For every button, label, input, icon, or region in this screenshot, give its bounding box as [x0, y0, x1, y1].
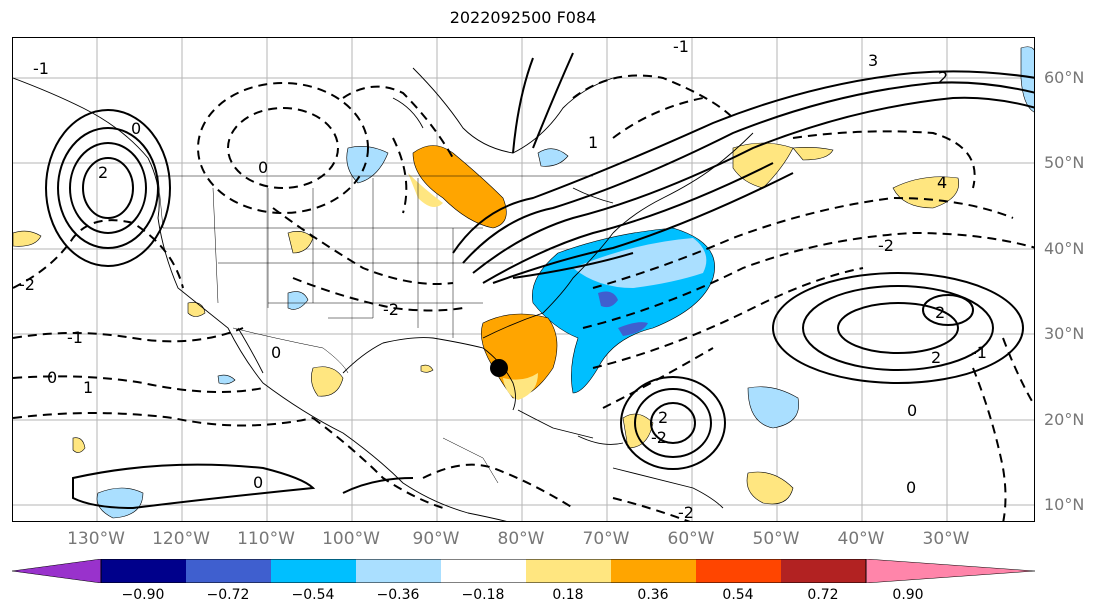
colorbar-tick-label: 0.72 [807, 587, 839, 603]
map-title: 2022092500 F084 [449, 8, 597, 27]
contour-label: 2 [98, 163, 108, 182]
colorbar-tick-label: −0.36 [376, 587, 420, 603]
graticule [13, 38, 1034, 521]
colorbar-segment [101, 559, 186, 583]
lon-label-90w: 90°W [412, 529, 460, 549]
colorbar-segment [271, 559, 356, 583]
lon-label-120w: 120°W [152, 529, 210, 549]
lon-label-110w: 110°W [237, 529, 295, 549]
contour-label: 2 [938, 68, 948, 87]
colorbar-tick-label: −0.90 [121, 587, 165, 603]
contour-label: 0 [271, 343, 281, 362]
contour-label: 0 [907, 401, 917, 420]
contour-label: -2 [878, 236, 894, 255]
contour-label: 2 [658, 408, 668, 427]
contour-label: 3 [868, 51, 878, 70]
map-panel: 2 0 -2 -1 1 3 4 -2 -2 2 0 0 -1 2 0 -2 2 … [12, 37, 1035, 522]
colorbar-tick-label: 0.90 [892, 587, 924, 603]
colorbar-segment [441, 559, 526, 583]
shaded-fields [13, 46, 1034, 519]
lon-label-40w: 40°W [837, 529, 885, 549]
lat-label-50n: 50°N [1044, 153, 1085, 172]
colorbar-segment [526, 559, 611, 583]
lon-label-70w: 70°W [582, 529, 630, 549]
colorbar-segment [696, 559, 781, 583]
contour-label: -1 [673, 38, 689, 56]
contour-label: -1 [33, 59, 49, 78]
contour-label: -2 [678, 503, 694, 522]
contour-label: -2 [651, 428, 667, 447]
contour-label: -1 [971, 343, 987, 362]
lon-label-130w: 130°W [67, 529, 125, 549]
contour-label: 1 [83, 378, 93, 397]
map-canvas: 2 0 -2 -1 1 3 4 -2 -2 2 0 0 -1 2 0 -2 2 … [13, 38, 1034, 522]
storm-position-marker [490, 359, 508, 377]
colorbar-segment [12, 559, 102, 583]
lon-label-100w: 100°W [322, 529, 380, 549]
contour-label: 0 [253, 473, 263, 492]
colorbar-tick-label: 0.18 [552, 587, 584, 603]
lon-label-60w: 60°W [667, 529, 715, 549]
contour-label: 4 [937, 173, 947, 192]
colorbar-tick-label: −0.72 [206, 587, 250, 603]
lat-label-30n: 30°N [1044, 324, 1085, 343]
contour-label: 2 [931, 348, 941, 367]
contour-label: 1 [588, 133, 598, 152]
contour-labels: 2 0 -2 -1 1 3 4 -2 -2 2 0 0 -1 2 0 -2 2 … [19, 38, 987, 522]
contour-label: -2 [19, 275, 35, 294]
lat-label-60n: 60°N [1044, 68, 1085, 87]
colorbar-tick-label: −0.18 [461, 587, 505, 603]
contour-label: 2 [935, 303, 945, 322]
colorbar [12, 559, 1036, 583]
contour-label: -1 [67, 328, 83, 347]
contours-positive [45, 52, 1034, 510]
contours-negative [13, 74, 1034, 521]
colorbar-segment [186, 559, 271, 583]
colorbar-segment [865, 559, 1036, 583]
colorbar-segment [781, 559, 866, 583]
lat-label-10n: 10°N [1044, 495, 1085, 514]
colorbar-tick-label: −0.54 [291, 587, 335, 603]
colorbar-outline [100, 559, 867, 583]
colorbar-segment [611, 559, 696, 583]
contour-label: 0 [906, 478, 916, 497]
lat-label-40n: 40°N [1044, 239, 1085, 258]
contour-label: -2 [383, 300, 399, 319]
lon-label-50w: 50°W [752, 529, 800, 549]
colorbar-tick-label: 0.54 [722, 587, 754, 603]
lon-label-80w: 80°W [497, 529, 545, 549]
colorbar-tick-label: 0.36 [637, 587, 669, 603]
colorbar-segment [356, 559, 441, 583]
contour-label: 0 [131, 119, 141, 138]
contour-label: 0 [47, 368, 57, 387]
contour-label: 0 [258, 158, 268, 177]
lon-label-30w: 30°W [922, 529, 970, 549]
lat-label-20n: 20°N [1044, 410, 1085, 429]
